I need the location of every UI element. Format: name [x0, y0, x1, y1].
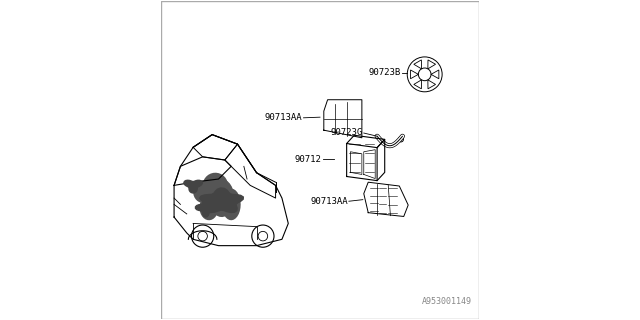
- Text: 90712: 90712: [294, 155, 321, 164]
- Polygon shape: [200, 188, 243, 212]
- Text: 90723G: 90723G: [331, 128, 363, 137]
- Polygon shape: [184, 180, 202, 193]
- Text: 90723B: 90723B: [369, 68, 401, 77]
- Polygon shape: [221, 188, 241, 220]
- Text: 90713AA: 90713AA: [265, 113, 303, 122]
- Text: A953001149: A953001149: [422, 297, 472, 306]
- Polygon shape: [195, 198, 216, 217]
- Polygon shape: [193, 180, 212, 203]
- Polygon shape: [200, 195, 218, 220]
- Polygon shape: [203, 173, 228, 198]
- Polygon shape: [209, 179, 234, 217]
- Text: 90713AA: 90713AA: [310, 197, 348, 206]
